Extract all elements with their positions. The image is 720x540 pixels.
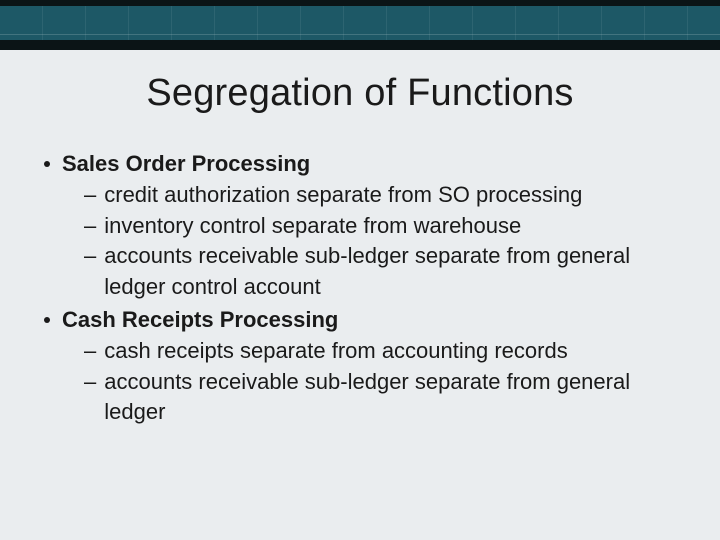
list-item: Cash Receipts Processing – cash receipts… [40,305,680,428]
sub-list-item: – accounts receivable sub-ledger separat… [84,241,680,303]
sub-item-text: accounts receivable sub-ledger separate … [104,367,680,429]
sub-list-item: – credit authorization separate from SO … [84,180,680,211]
sub-list-item: – inventory control separate from wareho… [84,211,680,242]
list-item: Sales Order Processing – credit authoriz… [40,149,680,303]
slide-title: Segregation of Functions [0,72,720,115]
sub-list-item: – cash receipts separate from accounting… [84,336,680,367]
sub-list-item: – accounts receivable sub-ledger separat… [84,367,680,429]
sub-item-text: accounts receivable sub-ledger separate … [104,241,680,303]
banner-stripe [0,0,720,6]
sub-item-text: cash receipts separate from accounting r… [104,336,567,367]
sub-item-text: credit authorization separate from SO pr… [104,180,582,211]
dash-icon: – [84,211,96,242]
bullet-icon [44,317,50,323]
sub-item-text: inventory control separate from warehous… [104,211,521,242]
dash-icon: – [84,241,96,272]
dash-icon: – [84,336,96,367]
section-label: Sales Order Processing [62,149,310,180]
dash-icon: – [84,367,96,398]
header-banner [0,0,720,50]
dash-icon: – [84,180,96,211]
section-label: Cash Receipts Processing [62,305,338,336]
bullet-icon [44,161,50,167]
slide-content: Sales Order Processing – credit authoriz… [40,149,680,428]
